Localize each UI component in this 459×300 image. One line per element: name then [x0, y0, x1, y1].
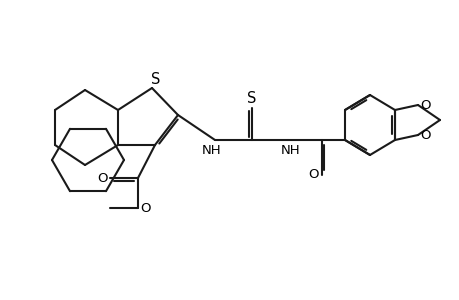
Text: O: O	[420, 128, 431, 142]
Text: S: S	[247, 91, 256, 106]
Text: O: O	[420, 98, 431, 112]
Text: O: O	[140, 202, 151, 214]
Text: NH: NH	[202, 143, 221, 157]
Text: O: O	[98, 172, 108, 184]
Text: O: O	[308, 169, 319, 182]
Text: S: S	[151, 71, 160, 86]
Text: NH: NH	[280, 143, 300, 157]
